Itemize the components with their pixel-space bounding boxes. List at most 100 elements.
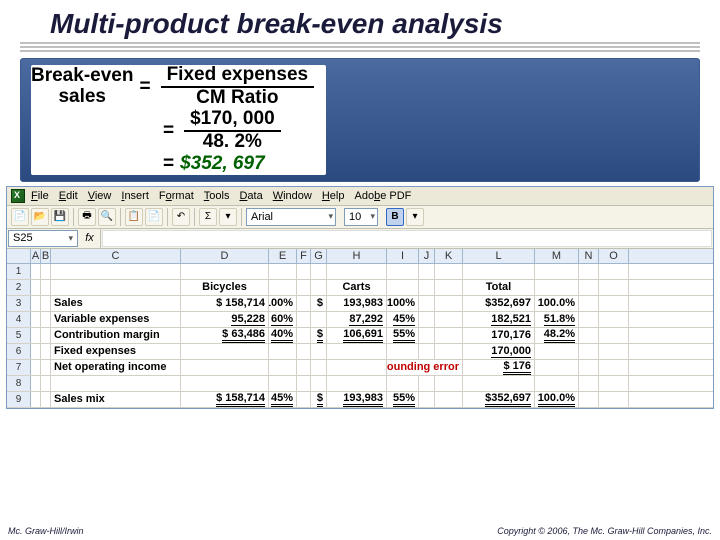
menu-file[interactable]: File	[31, 190, 49, 202]
cell[interactable]: 48.2%	[535, 328, 579, 343]
cell[interactable]	[31, 360, 41, 375]
cell[interactable]	[41, 328, 51, 343]
col-header[interactable]: G	[311, 249, 327, 263]
cell[interactable]	[535, 360, 579, 375]
cell[interactable]	[31, 312, 41, 327]
cell[interactable]	[297, 264, 311, 279]
preview-button[interactable]: 🔍	[98, 208, 116, 226]
row-header[interactable]: 3	[7, 296, 31, 311]
cell[interactable]	[31, 264, 41, 279]
cell[interactable]: Fixed expenses	[51, 344, 181, 359]
cell[interactable]	[51, 264, 181, 279]
cell[interactable]	[419, 392, 435, 407]
col-header[interactable]: F	[297, 249, 311, 263]
cell[interactable]: 100%	[269, 296, 297, 311]
cell[interactable]	[269, 376, 297, 391]
col-header[interactable]: D	[181, 249, 269, 263]
cell[interactable]	[51, 376, 181, 391]
cell[interactable]	[535, 280, 579, 295]
col-header[interactable]: I	[387, 249, 419, 263]
cell[interactable]: $	[311, 328, 327, 343]
save-button[interactable]: 💾	[51, 208, 69, 226]
cell[interactable]	[435, 376, 463, 391]
cell[interactable]	[41, 344, 51, 359]
cell[interactable]: 45%	[269, 392, 297, 407]
cell[interactable]	[579, 280, 599, 295]
cell[interactable]	[435, 344, 463, 359]
cell[interactable]	[41, 264, 51, 279]
dropdown-icon[interactable]: ▾	[219, 208, 237, 226]
cell[interactable]	[579, 392, 599, 407]
cell[interactable]: 55%	[387, 328, 419, 343]
cell[interactable]	[599, 280, 629, 295]
cell[interactable]	[311, 264, 327, 279]
cell[interactable]: Carts	[327, 280, 387, 295]
cell[interactable]	[31, 296, 41, 311]
cell[interactable]	[297, 376, 311, 391]
cell[interactable]	[435, 280, 463, 295]
cell[interactable]: 95,228	[181, 312, 269, 327]
cell[interactable]	[269, 360, 297, 375]
menu-view[interactable]: View	[88, 190, 112, 202]
cell[interactable]	[599, 344, 629, 359]
cell[interactable]	[535, 264, 579, 279]
col-header[interactable]: E	[269, 249, 297, 263]
cell[interactable]	[41, 280, 51, 295]
autosum-button[interactable]: Σ	[199, 208, 217, 226]
col-header[interactable]: A	[31, 249, 41, 263]
cell[interactable]	[327, 376, 387, 391]
cell[interactable]	[463, 376, 535, 391]
cell[interactable]: $352,697	[463, 296, 535, 311]
cell[interactable]	[463, 264, 535, 279]
cell[interactable]	[51, 280, 181, 295]
row-header[interactable]: 1	[7, 264, 31, 279]
cell[interactable]	[327, 264, 387, 279]
cell[interactable]	[387, 264, 419, 279]
cell[interactable]	[311, 280, 327, 295]
cell[interactable]	[297, 312, 311, 327]
cell[interactable]: 100.0%	[535, 296, 579, 311]
row-header[interactable]: 2	[7, 280, 31, 295]
select-all-corner[interactable]	[7, 249, 31, 263]
cell[interactable]	[297, 360, 311, 375]
formula-input[interactable]	[102, 230, 712, 247]
spreadsheet-grid[interactable]: ABCDEFGHIJKLMNO 12BicyclesCartsTotal3Sal…	[7, 249, 713, 408]
cell[interactable]	[599, 296, 629, 311]
cell[interactable]	[435, 296, 463, 311]
cell[interactable]	[311, 360, 327, 375]
col-header[interactable]: K	[435, 249, 463, 263]
row-header[interactable]: 7	[7, 360, 31, 375]
col-header[interactable]: B	[41, 249, 51, 263]
cell[interactable]	[599, 328, 629, 343]
cell[interactable]	[297, 392, 311, 407]
cell[interactable]	[311, 312, 327, 327]
cell[interactable]	[297, 344, 311, 359]
cell[interactable]: $	[311, 296, 327, 311]
menu-data[interactable]: Data	[239, 190, 262, 202]
cell[interactable]	[41, 392, 51, 407]
cell[interactable]	[599, 360, 629, 375]
cell[interactable]	[419, 344, 435, 359]
menu-window[interactable]: Window	[273, 190, 312, 202]
fx-button[interactable]: fx	[79, 229, 101, 248]
row-header[interactable]: 4	[7, 312, 31, 327]
col-header[interactable]: M	[535, 249, 579, 263]
row-header[interactable]: 6	[7, 344, 31, 359]
cell[interactable]: 55%	[387, 392, 419, 407]
cell[interactable]	[269, 280, 297, 295]
cell[interactable]	[181, 360, 269, 375]
cell[interactable]	[269, 264, 297, 279]
cell[interactable]: 60%	[269, 312, 297, 327]
menu-insert[interactable]: Insert	[121, 190, 149, 202]
cell[interactable]	[435, 392, 463, 407]
cell[interactable]	[269, 344, 297, 359]
name-box[interactable]: S25	[8, 230, 78, 247]
menu-tools[interactable]: Tools	[204, 190, 230, 202]
cell[interactable]	[419, 312, 435, 327]
cell[interactable]	[387, 280, 419, 295]
cell[interactable]	[181, 376, 269, 391]
cell[interactable]: Variable expenses	[51, 312, 181, 327]
cell[interactable]	[181, 264, 269, 279]
cell[interactable]: Contribution margin	[51, 328, 181, 343]
cell[interactable]	[535, 344, 579, 359]
